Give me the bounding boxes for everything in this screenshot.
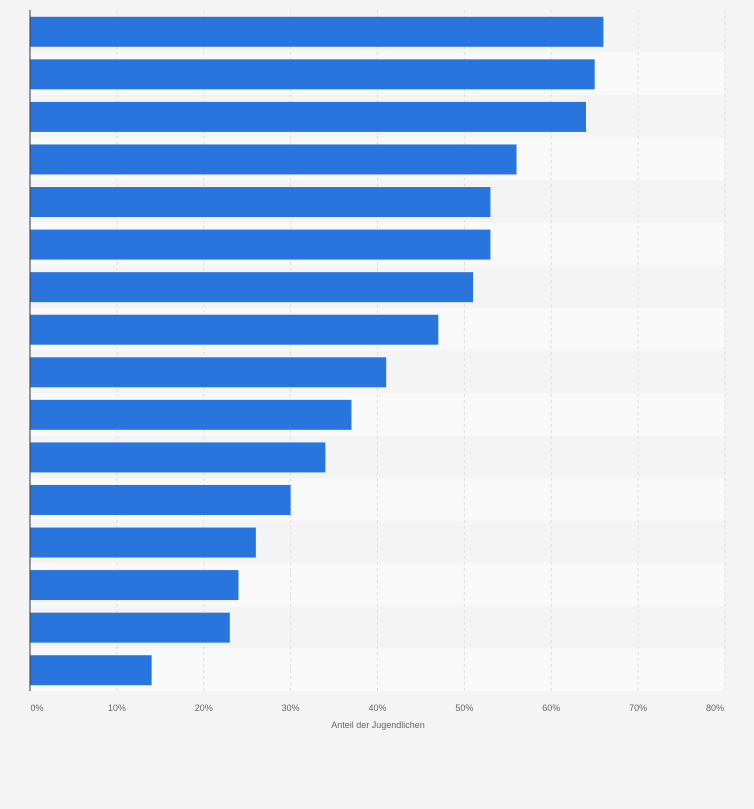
x-tick-label: 40% — [368, 703, 386, 713]
x-tick-label: 10% — [108, 703, 126, 713]
bar[interactable] — [30, 484, 291, 515]
bar[interactable] — [30, 101, 586, 132]
bar[interactable] — [30, 399, 352, 430]
bar[interactable] — [30, 612, 230, 643]
bar[interactable] — [30, 655, 152, 686]
bar[interactable] — [30, 527, 256, 558]
bar[interactable] — [30, 357, 387, 388]
x-tick-label: 30% — [282, 703, 300, 713]
bar[interactable] — [30, 16, 604, 47]
x-tick-label: 70% — [629, 703, 647, 713]
x-tick-label: 20% — [195, 703, 213, 713]
x-axis-title: Anteil der Jugendlichen — [331, 720, 425, 730]
x-tick-label: 0% — [30, 703, 43, 713]
bar[interactable] — [30, 144, 517, 175]
bar[interactable] — [30, 59, 595, 90]
x-tick-label: 80% — [706, 703, 724, 713]
x-tick-label: 50% — [455, 703, 473, 713]
bar[interactable] — [30, 314, 439, 345]
bar[interactable] — [30, 272, 474, 303]
bar[interactable] — [30, 229, 491, 260]
bar[interactable] — [30, 187, 491, 218]
bars — [30, 16, 604, 686]
x-tick-label: 60% — [542, 703, 560, 713]
x-tick-labels: 0% 10% 20% 30% 40% 50% 60% 70% 80% — [30, 703, 724, 713]
bar[interactable] — [30, 442, 326, 473]
bar[interactable] — [30, 570, 239, 601]
